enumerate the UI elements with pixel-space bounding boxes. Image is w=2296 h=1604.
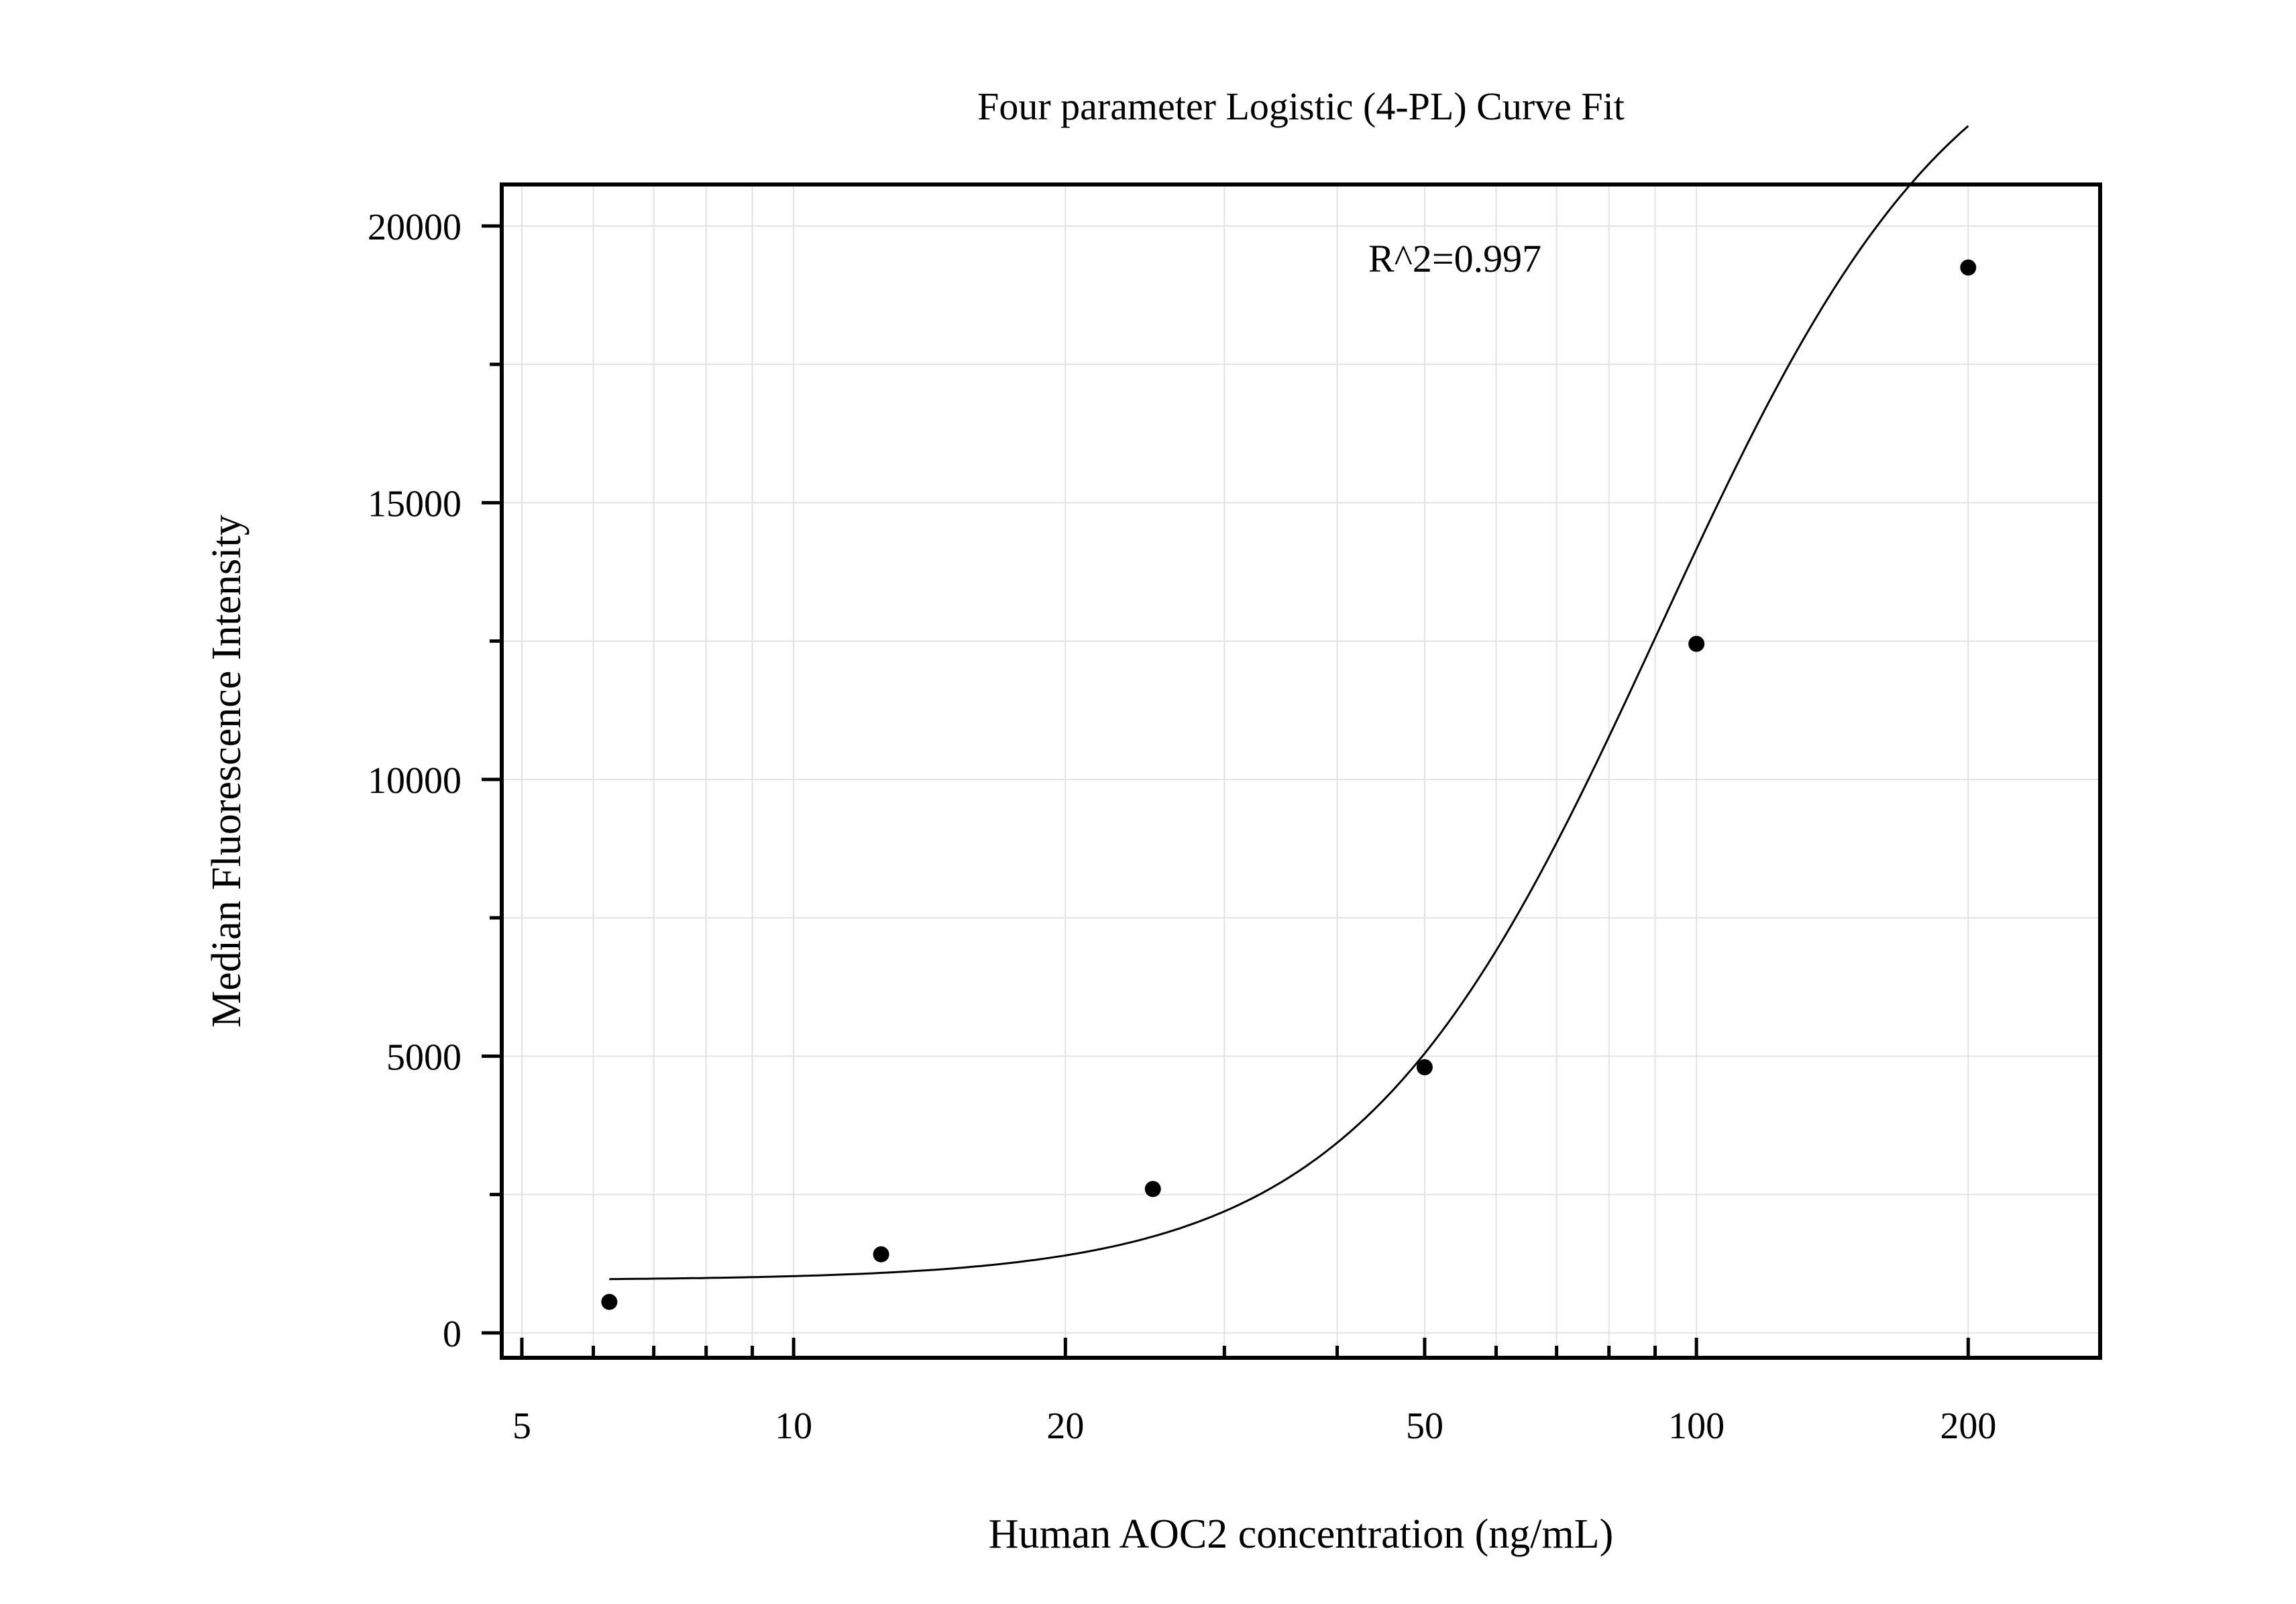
x-tick-label: 5 (512, 1405, 531, 1447)
x-tick-label: 200 (1940, 1405, 1996, 1447)
data-point (1416, 1059, 1433, 1075)
x-tick-label: 50 (1406, 1405, 1443, 1447)
x-tick-label: 10 (775, 1405, 812, 1447)
x-tick-label: 20 (1046, 1405, 1084, 1447)
fit-curve-layer (609, 125, 1969, 1281)
r-squared-annotation: R^2=0.997 (1368, 237, 1541, 280)
plot-frame (500, 182, 2102, 1360)
x-axis-label: Human AOC2 concentration (ng/mL) (989, 1511, 1614, 1557)
grid-lines (502, 184, 2100, 1358)
x-tick-label: 100 (1668, 1405, 1725, 1447)
fit-curve-line (609, 125, 1969, 1281)
chart-title: Four parameter Logistic (4-PL) Curve Fit (977, 85, 1625, 128)
y-tick-label: 15000 (368, 483, 461, 525)
data-point (873, 1246, 889, 1263)
data-point (1960, 259, 1977, 276)
y-tick-label: 10000 (368, 760, 461, 802)
data-point (1144, 1181, 1161, 1197)
y-tick-label: 20000 (368, 207, 461, 248)
y-tick-label: 5000 (386, 1036, 461, 1078)
data-point (601, 1293, 618, 1310)
y-tick-label: 0 (443, 1314, 461, 1355)
data-point (1688, 635, 1705, 652)
y-axis-label: Median Fluorescence Intensity (204, 515, 250, 1027)
tick-labels: 5 10 20 50 100 200 0 5000 10000 15000 20000 (368, 207, 1996, 1447)
data-points (601, 259, 1977, 1310)
